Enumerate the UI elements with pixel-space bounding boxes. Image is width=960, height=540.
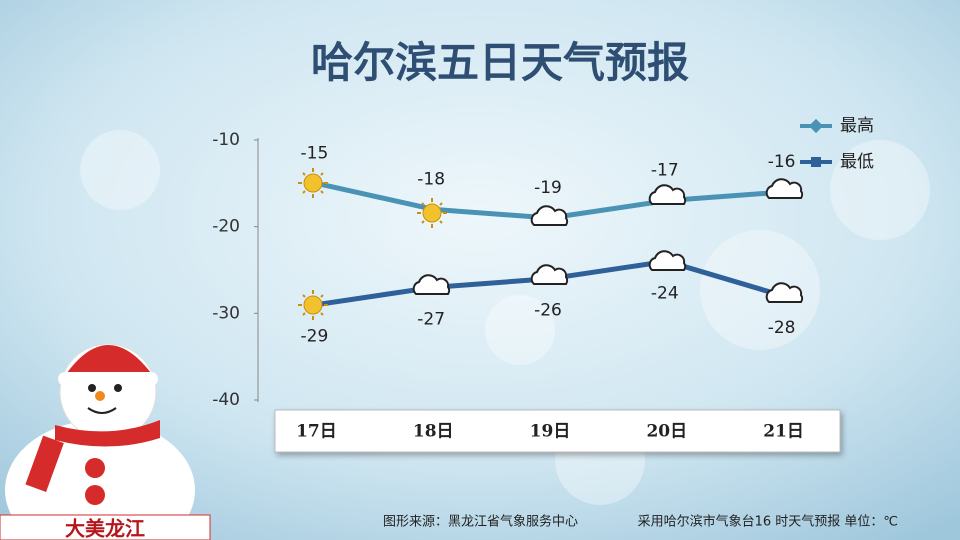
note: 采用哈尔滨市气象台16 时天气预报 单位：℃ <box>638 514 898 530</box>
badge: 大美龙江 <box>65 517 145 540</box>
data-label: -15 <box>301 143 329 163</box>
source: 图形来源：黑龙江省气象服务中心 <box>383 514 578 530</box>
y-tick-label: -30 <box>212 303 240 323</box>
x-tick-label: 21日 <box>763 422 804 442</box>
legend-marker <box>811 157 821 167</box>
data-label: -16 <box>768 152 796 172</box>
snowman: 大美龙江 <box>0 343 211 540</box>
legend-label: 最低 <box>840 152 874 172</box>
x-tick-label: 17日 <box>296 422 337 442</box>
y-tick-label: -10 <box>212 130 240 150</box>
data-label: -29 <box>301 327 329 347</box>
data-label: -24 <box>651 283 679 303</box>
data-label: -18 <box>417 169 445 189</box>
data-label: -19 <box>534 178 562 198</box>
data-label: -28 <box>768 318 796 338</box>
legend-marker <box>808 118 824 134</box>
legend-label: 最高 <box>840 116 874 136</box>
category-band <box>274 409 841 453</box>
x-tick-label: 20日 <box>646 422 687 442</box>
y-tick-label: -40 <box>212 390 240 410</box>
x-tick-label: 18日 <box>413 422 454 442</box>
chart-title: 哈尔滨五日天气预报 <box>311 38 689 87</box>
data-label: -26 <box>534 301 562 321</box>
y-tick-label: -20 <box>212 217 240 237</box>
data-label: -27 <box>417 309 445 329</box>
data-label: -17 <box>651 161 679 181</box>
x-tick-label: 19日 <box>530 422 571 442</box>
